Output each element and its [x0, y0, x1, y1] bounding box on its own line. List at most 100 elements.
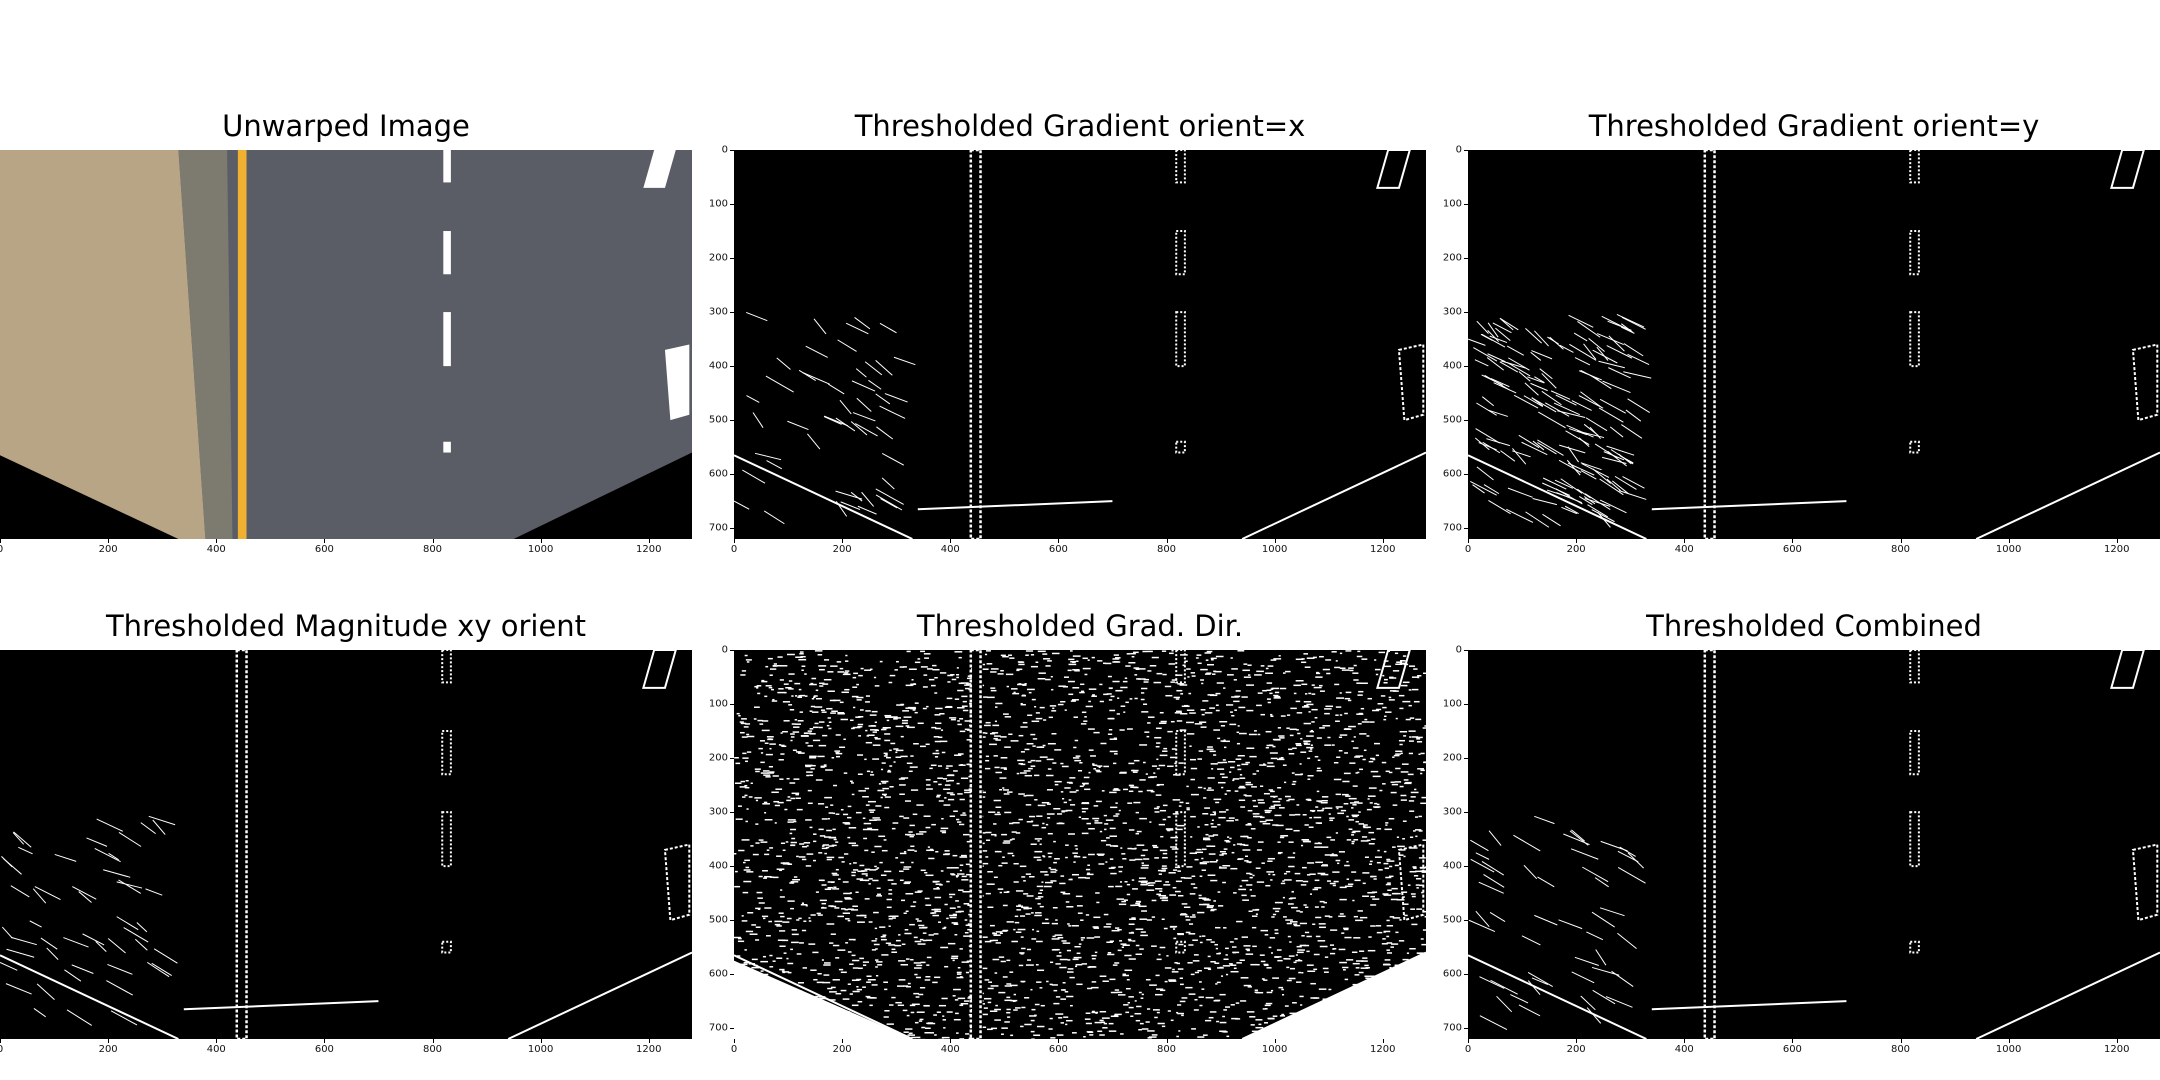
- noise-speckle: [1281, 1014, 1285, 1017]
- noise-speckle: [998, 864, 1003, 867]
- noise-speckle: [1276, 758, 1285, 761]
- noise-speckle: [1353, 915, 1358, 918]
- noise-speckle: [1317, 872, 1326, 875]
- noise-speckle: [1064, 991, 1069, 993]
- noise-speckle: [1154, 857, 1159, 859]
- noise-speckle: [1323, 901, 1327, 904]
- noise-speckle: [1316, 671, 1319, 674]
- noise-speckle: [1329, 882, 1336, 885]
- noise-speckle: [941, 1036, 950, 1039]
- noise-speckle: [1078, 943, 1082, 945]
- noise-speckle: [1351, 834, 1355, 836]
- noise-speckle: [1285, 919, 1293, 921]
- noise-speckle: [1283, 916, 1287, 918]
- noise-speckle: [1260, 713, 1265, 716]
- noise-speckle: [1021, 947, 1026, 950]
- noise-speckle: [1148, 1036, 1157, 1038]
- noise-speckle: [905, 910, 909, 913]
- noise-stroke: [1539, 368, 1553, 380]
- noise-stroke: [1475, 910, 1490, 927]
- noise-speckle: [1299, 922, 1308, 925]
- x-tick-mark: [2008, 1039, 2010, 1043]
- noise-speckle: [1422, 727, 1426, 729]
- noise-speckle: [1289, 921, 1298, 923]
- noise-speckle: [873, 911, 879, 914]
- noise-speckle: [1072, 687, 1080, 689]
- noise-stroke: [118, 831, 142, 847]
- noise-speckle: [1118, 809, 1121, 812]
- noise-speckle: [982, 736, 986, 738]
- noise-speckle: [1372, 891, 1376, 894]
- noise-speckle: [875, 948, 878, 950]
- noise-speckle: [1392, 756, 1395, 758]
- noise-stroke: [1, 926, 13, 939]
- noise-speckle: [999, 777, 1007, 779]
- noise-speckle: [895, 725, 904, 728]
- noise-speckle: [1380, 695, 1386, 697]
- noise-speckle: [1300, 1004, 1303, 1006]
- noise-speckle: [1099, 1010, 1107, 1013]
- noise-speckle: [826, 724, 830, 727]
- noise-speckle: [1164, 980, 1168, 983]
- noise-speckle: [875, 805, 882, 807]
- noise-speckle: [1060, 998, 1066, 1000]
- noise-speckle: [843, 772, 848, 774]
- noise-speckle: [990, 833, 997, 836]
- noise-speckle: [1304, 824, 1309, 826]
- noise-speckle: [1422, 839, 1426, 841]
- noise-speckle: [995, 1004, 998, 1007]
- noise-speckle: [1181, 997, 1188, 999]
- noise-speckle: [956, 676, 959, 679]
- noise-speckle: [743, 726, 749, 728]
- noise-speckle: [1009, 984, 1018, 987]
- noise-speckle: [1280, 882, 1286, 885]
- noise-speckle: [908, 831, 913, 833]
- noise-speckle: [1053, 807, 1061, 810]
- noise-speckle: [1091, 957, 1096, 960]
- noise-speckle: [1004, 716, 1012, 718]
- noise-speckle: [1304, 666, 1311, 668]
- noise-speckle: [944, 965, 949, 968]
- noise-speckle: [1142, 849, 1148, 851]
- noise-speckle: [1079, 785, 1084, 788]
- noise-speckle: [1124, 881, 1128, 883]
- noise-speckle: [986, 663, 993, 665]
- noise-speckle: [947, 942, 956, 945]
- noise-speckle: [1054, 780, 1062, 783]
- noise-speckle: [982, 668, 989, 670]
- noise-speckle: [752, 853, 759, 856]
- noise-speckle: [1115, 802, 1118, 804]
- noise-stroke: [1468, 338, 1486, 346]
- noise-speckle: [1413, 668, 1418, 670]
- noise-speckle: [746, 808, 749, 810]
- noise-speckle: [1011, 940, 1018, 943]
- noise-speckle: [1136, 844, 1145, 846]
- noise-speckle: [1329, 944, 1335, 946]
- noise-speckle: [1255, 991, 1264, 994]
- noise-speckle: [1199, 941, 1203, 944]
- noise-speckle: [840, 808, 844, 811]
- noise-speckle: [1209, 861, 1218, 863]
- noise-speckle: [1202, 861, 1210, 863]
- noise-speckle: [1156, 742, 1161, 744]
- noise-speckle: [1328, 988, 1332, 991]
- noise-stroke: [1599, 398, 1626, 414]
- noise-speckle: [765, 776, 771, 778]
- noise-speckle: [795, 723, 802, 725]
- noise-speckle: [1078, 816, 1082, 818]
- noise-speckle: [1098, 863, 1105, 865]
- noise-speckle: [1267, 762, 1274, 764]
- noise-speckle: [1284, 795, 1291, 798]
- noise-speckle: [956, 1032, 959, 1034]
- noise-stroke: [1581, 463, 1610, 478]
- noise-speckle: [1168, 979, 1176, 981]
- noise-speckle: [744, 784, 748, 787]
- noise-speckle: [984, 653, 988, 656]
- noise-speckle: [1159, 754, 1168, 757]
- noise-speckle: [1081, 818, 1089, 820]
- noise-stroke: [152, 819, 166, 835]
- noise-speckle: [925, 904, 932, 906]
- noise-speckle: [749, 933, 758, 935]
- noise-speckle: [942, 1019, 947, 1021]
- noise-speckle: [1047, 768, 1052, 770]
